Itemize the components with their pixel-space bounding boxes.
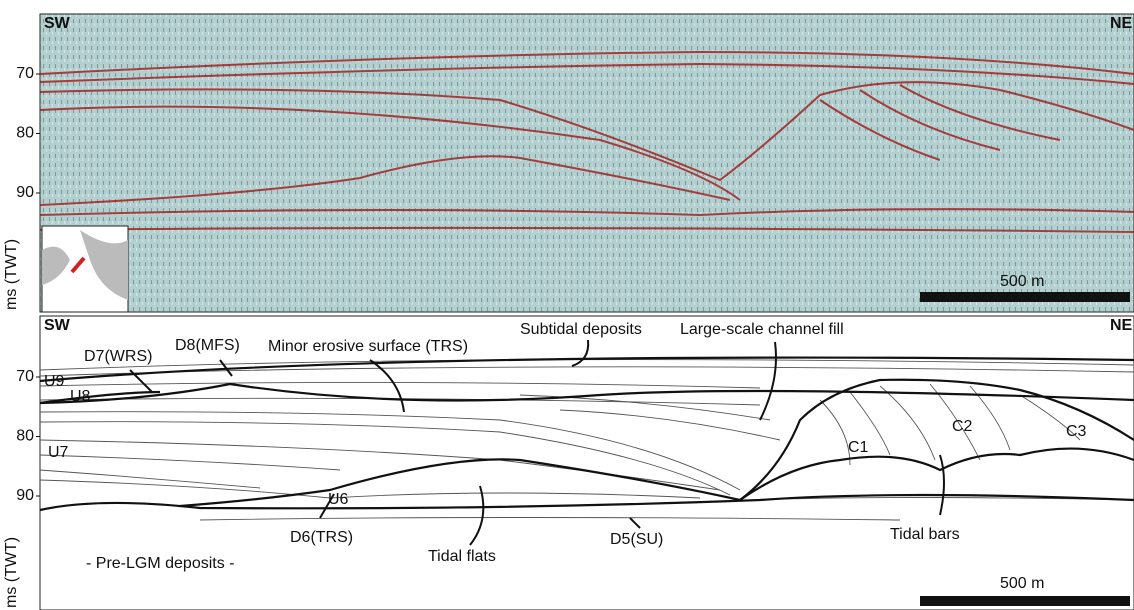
annotation-label: Subtidal deposits [520, 321, 642, 338]
axis-label: ms (TWT) [3, 537, 20, 608]
scale-label: 500 m [1000, 273, 1044, 290]
left-label: SW [44, 317, 71, 334]
right-label: NE [1110, 15, 1133, 32]
left-label: SW [44, 15, 71, 32]
tick-label: 90 [16, 184, 34, 201]
axis-label: ms (TWT) [3, 239, 20, 310]
annotation-label: D6(TRS) [290, 529, 353, 546]
tick-label: 70 [16, 368, 34, 385]
interpretation-panel: SW NE 500 m ms (TWT) [3, 315, 1134, 610]
boundary-lines [39, 356, 1134, 512]
tick-label: 80 [16, 428, 34, 445]
scale-bar [920, 292, 1130, 302]
annotation-label: Minor erosive surface (TRS) [268, 338, 468, 355]
seismic-reflectors [39, 50, 1134, 233]
seismic-image [39, 13, 1134, 313]
annotation-label: Tidal flats [428, 548, 496, 565]
annotation-label: U7 [48, 444, 69, 461]
annotation-label: D5(SU) [610, 531, 663, 548]
annotation-arrows [129, 339, 945, 546]
annotation-label: - Pre-LGM deposits - [86, 555, 234, 572]
annotation-label: Large-scale channel fill [680, 321, 844, 338]
annotation-label: U6 [328, 491, 349, 508]
tick-label: 80 [16, 125, 34, 142]
annotation-label: C1 [848, 439, 869, 456]
tick-label: 70 [16, 65, 34, 82]
annotation-label: Tidal bars [890, 526, 960, 543]
tick-label: 90 [16, 487, 34, 504]
scale-label: 500 m [1000, 575, 1044, 592]
annotation-label: C3 [1066, 423, 1087, 440]
annotation-label: D8(MFS) [175, 337, 240, 354]
seismic-panel: SW NE 500 m ms (TWT) [3, 13, 1134, 313]
inset-profile-line [70, 256, 86, 274]
annotation-label: U8 [70, 388, 91, 405]
scale-bar [920, 596, 1130, 606]
annotation-label: U9 [44, 373, 65, 390]
annotation-label: D7(WRS) [84, 348, 152, 365]
right-label: NE [1110, 317, 1133, 334]
annotation-label: C2 [952, 418, 973, 435]
inset-land [42, 230, 128, 300]
